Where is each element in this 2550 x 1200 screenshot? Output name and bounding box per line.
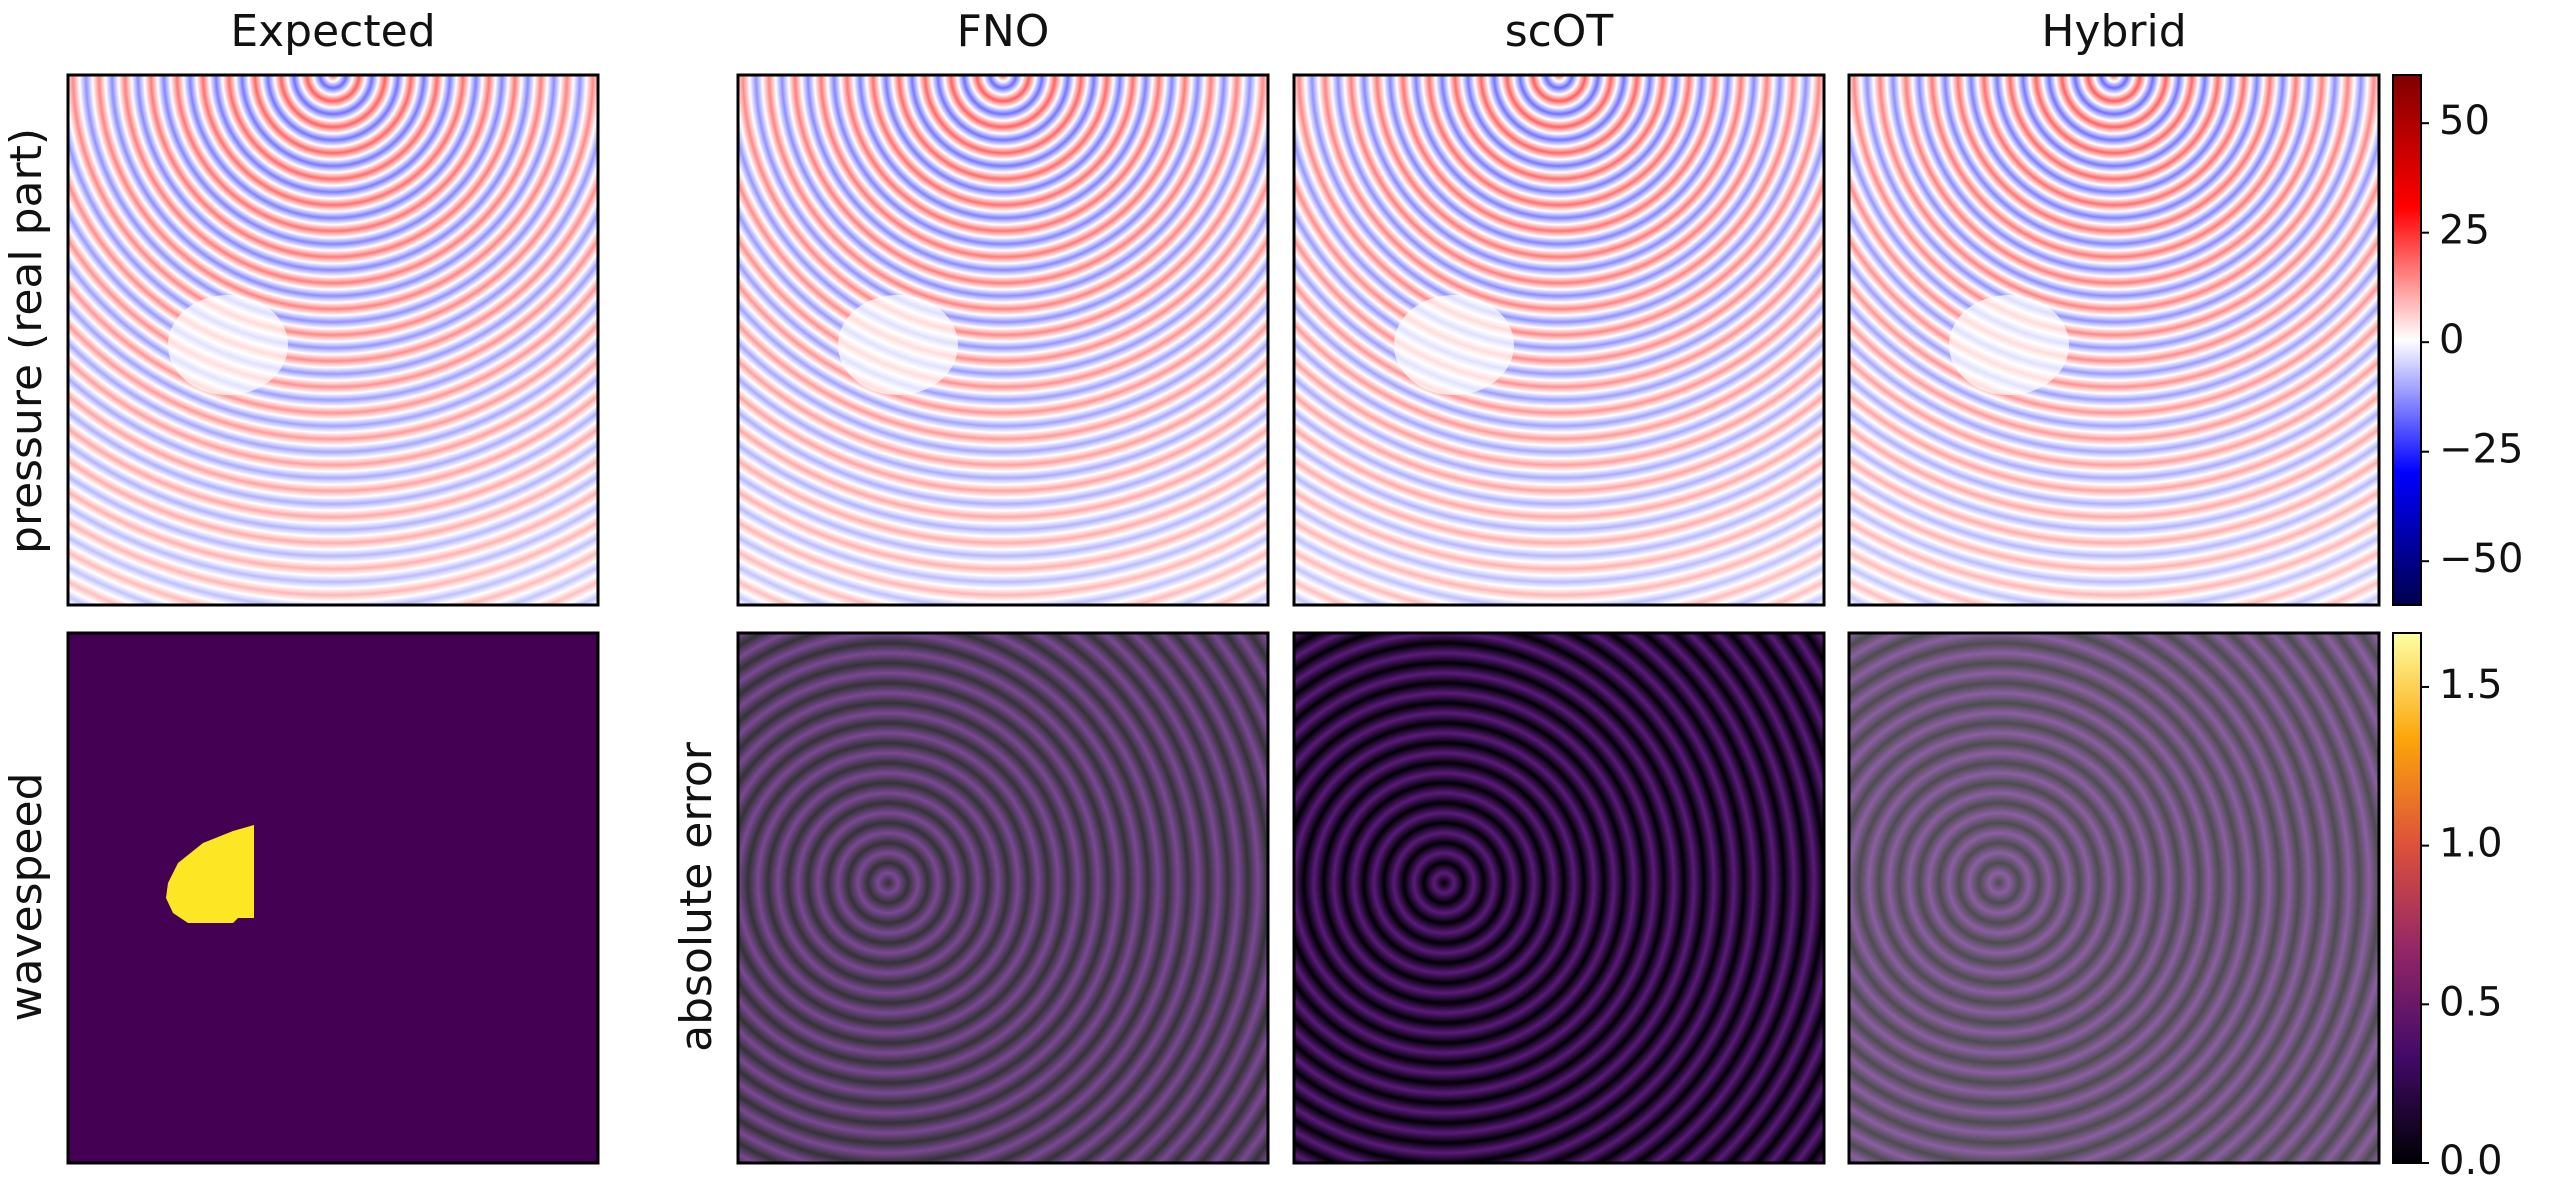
field-fade xyxy=(1294,75,1824,605)
error-image xyxy=(736,631,1270,1165)
frame xyxy=(1292,73,1826,607)
colorbar-tick-label: 0.5 xyxy=(2439,979,2503,1025)
row-label: pressure (real part) xyxy=(1,128,52,554)
row-label: wavespeed xyxy=(1,773,52,1022)
column-title: FNO xyxy=(957,6,1050,57)
pressure-image xyxy=(1292,73,1826,607)
field-fade xyxy=(738,75,1268,605)
scatterer xyxy=(1394,295,1514,395)
frame xyxy=(66,631,600,1165)
row-label: absolute error xyxy=(671,741,722,1052)
error-image xyxy=(1847,631,2381,1165)
frame xyxy=(1847,73,2381,607)
wavespeed-image xyxy=(66,631,600,1165)
colorbar-tick-label: 1.5 xyxy=(2439,662,2503,708)
pressure-image xyxy=(1847,73,2381,607)
colorbar-tick-label: 50 xyxy=(2439,98,2490,144)
frame xyxy=(1292,631,1826,1165)
field xyxy=(1294,633,1824,1163)
error-image xyxy=(1292,631,1826,1165)
frame xyxy=(1847,631,2381,1165)
scatterer xyxy=(1949,295,2069,395)
column-title: scOT xyxy=(1505,6,1614,57)
field xyxy=(738,633,1268,1163)
colorbar xyxy=(2392,74,2422,606)
field xyxy=(68,633,598,1163)
field xyxy=(1849,633,2379,1163)
field-fade xyxy=(1849,75,2379,605)
colorbar-tick-label: 25 xyxy=(2439,208,2490,254)
inclusion xyxy=(166,825,254,923)
frame xyxy=(736,631,1270,1165)
colorbar-tick-label: 0 xyxy=(2439,317,2464,363)
colorbar-tick-label: −25 xyxy=(2439,427,2523,473)
field-fade xyxy=(68,75,598,605)
frame xyxy=(66,73,600,607)
colorbar-tick-label: 0.0 xyxy=(2439,1138,2503,1184)
scatterer xyxy=(168,295,288,395)
colorbar-tick-label: 1.0 xyxy=(2439,821,2503,867)
colorbar xyxy=(2392,632,2422,1164)
pressure-image xyxy=(736,73,1270,607)
colorbar-tick-label: −50 xyxy=(2439,536,2523,582)
frame xyxy=(736,73,1270,607)
column-title: Expected xyxy=(230,6,435,57)
pressure-image xyxy=(66,73,600,607)
column-title: Hybrid xyxy=(2041,6,2186,57)
scatterer xyxy=(838,295,958,395)
